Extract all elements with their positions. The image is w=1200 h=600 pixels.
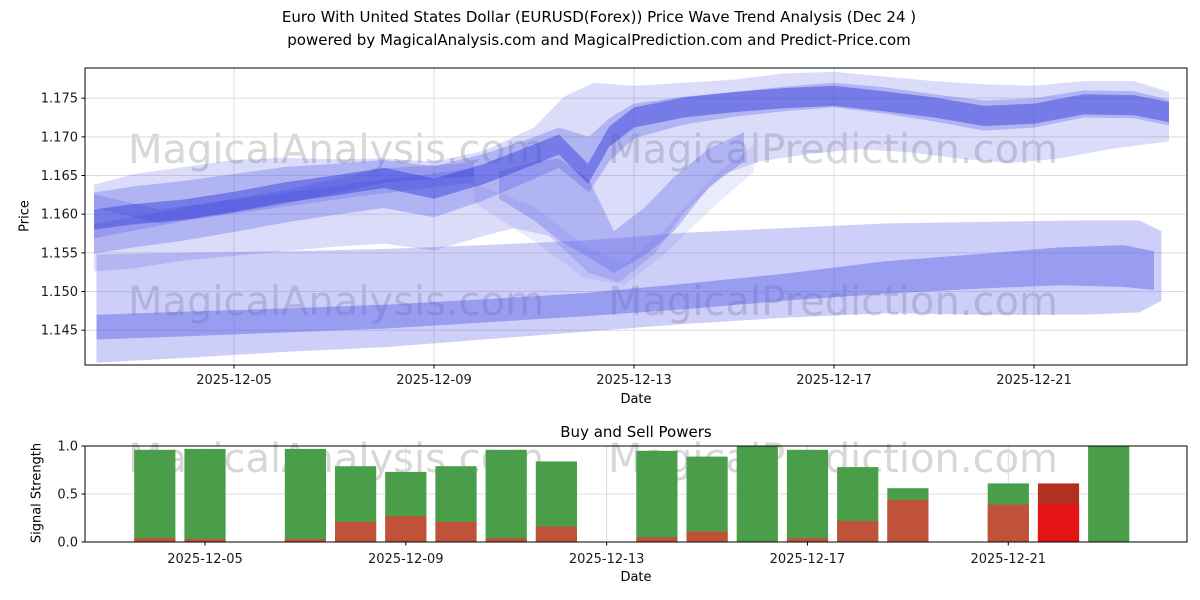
signal-bar-green-2025-12-16: [736, 446, 778, 542]
signal-bar-red-2025-12-14: [636, 537, 678, 542]
signal-bar-red-2025-12-05: [184, 539, 226, 542]
signal-bar-green-2025-12-07: [284, 448, 326, 542]
y-tick-label: 1.150: [41, 285, 78, 300]
signal-bar-green-2025-12-15: [686, 456, 728, 542]
price-band-upper-core: [94, 85, 1169, 230]
x-tick-label: 2025-12-21: [970, 552, 1046, 567]
price-band-dip-ghost: [474, 144, 754, 286]
y-tick-label: 1.155: [41, 246, 78, 261]
figure-title-line2: powered by MagicalAnalysis.com and Magic…: [287, 31, 911, 49]
signal-bar-red-2025-12-07: [284, 539, 326, 542]
signal-axis-label: Signal Strength: [29, 442, 45, 544]
watermark-analysis: MagicalAnalysis.com: [128, 279, 545, 325]
x-tick-label: 2025-12-05: [196, 373, 272, 388]
watermark-prediction: MagicalPrediction.com: [608, 279, 1058, 325]
price-band-dip-band: [499, 132, 744, 273]
y-tick-label: 0.0: [57, 536, 78, 551]
signal-bar-green-2025-12-11: [485, 449, 527, 542]
price-axis-label: Price: [17, 200, 33, 232]
x-tick-label: 2025-12-13: [596, 373, 672, 388]
signal-bar-red-2025-12-19: [887, 499, 929, 542]
y-tick-label: 1.175: [41, 92, 78, 107]
signal-bar-red-2025-12-09: [385, 516, 427, 542]
price-band-lower-light: [96, 220, 1162, 363]
signal-chart-title: Buy and Sell Powers: [560, 423, 712, 441]
signal-xaxis-label: Date: [620, 570, 652, 585]
signal-bar-red-2025-12-21: [987, 504, 1029, 542]
signal-bar-red-2025-12-12: [535, 526, 577, 542]
signal-bar-green-2025-12-05: [184, 448, 226, 542]
signal-bar-green-2025-12-23: [1088, 446, 1130, 542]
signal-bar-green-2025-12-04: [134, 449, 176, 542]
signal-bar-red-2025-12-11: [485, 538, 527, 542]
signal-bar-red-2025-12-15: [686, 531, 728, 542]
x-tick-label: 2025-12-17: [796, 373, 872, 388]
x-tick-label: 2025-12-05: [167, 552, 243, 567]
y-tick-label: 1.0: [57, 440, 78, 455]
x-tick-label: 2025-12-13: [569, 552, 645, 567]
x-tick-label: 2025-12-17: [770, 552, 846, 567]
x-tick-label: 2025-12-21: [996, 373, 1072, 388]
y-tick-label: 1.160: [41, 208, 78, 223]
signal-bar-red-2025-12-04: [134, 538, 176, 542]
x-tick-label: 2025-12-09: [396, 373, 472, 388]
y-tick-label: 1.170: [41, 130, 78, 145]
price-band-upper-medium: [94, 82, 1169, 254]
signal-bar-red-2025-12-10: [435, 521, 477, 542]
signal-bar-green-2025-12-14: [636, 450, 678, 542]
figure-title-line1: Euro With United States Dollar (EURUSD(F…: [281, 8, 917, 26]
signal-bar-bright_red-2025-12-22: [1037, 504, 1080, 542]
watermark-analysis: MagicalAnalysis.com: [128, 127, 545, 173]
signal-bar-red-2025-12-17: [786, 538, 829, 542]
price-band-lower-dark: [96, 245, 1154, 340]
price-xaxis-label: Date: [620, 392, 652, 407]
y-tick-label: 1.165: [41, 169, 78, 184]
price-plot-frame: [84, 67, 1188, 366]
signal-bar-red-2025-12-08: [335, 521, 377, 542]
watermark-prediction: MagicalPrediction.com: [608, 127, 1058, 173]
signal-bar-red-2025-12-18: [837, 520, 879, 542]
y-tick-label: 1.145: [41, 324, 78, 339]
signal-bar-green-2025-12-17: [786, 449, 829, 542]
x-tick-label: 2025-12-09: [368, 552, 444, 567]
price-band-upper-outer-light: [94, 71, 1169, 283]
y-tick-label: 0.5: [57, 488, 78, 503]
watermark-prediction: MagicalPrediction.com: [608, 436, 1058, 482]
